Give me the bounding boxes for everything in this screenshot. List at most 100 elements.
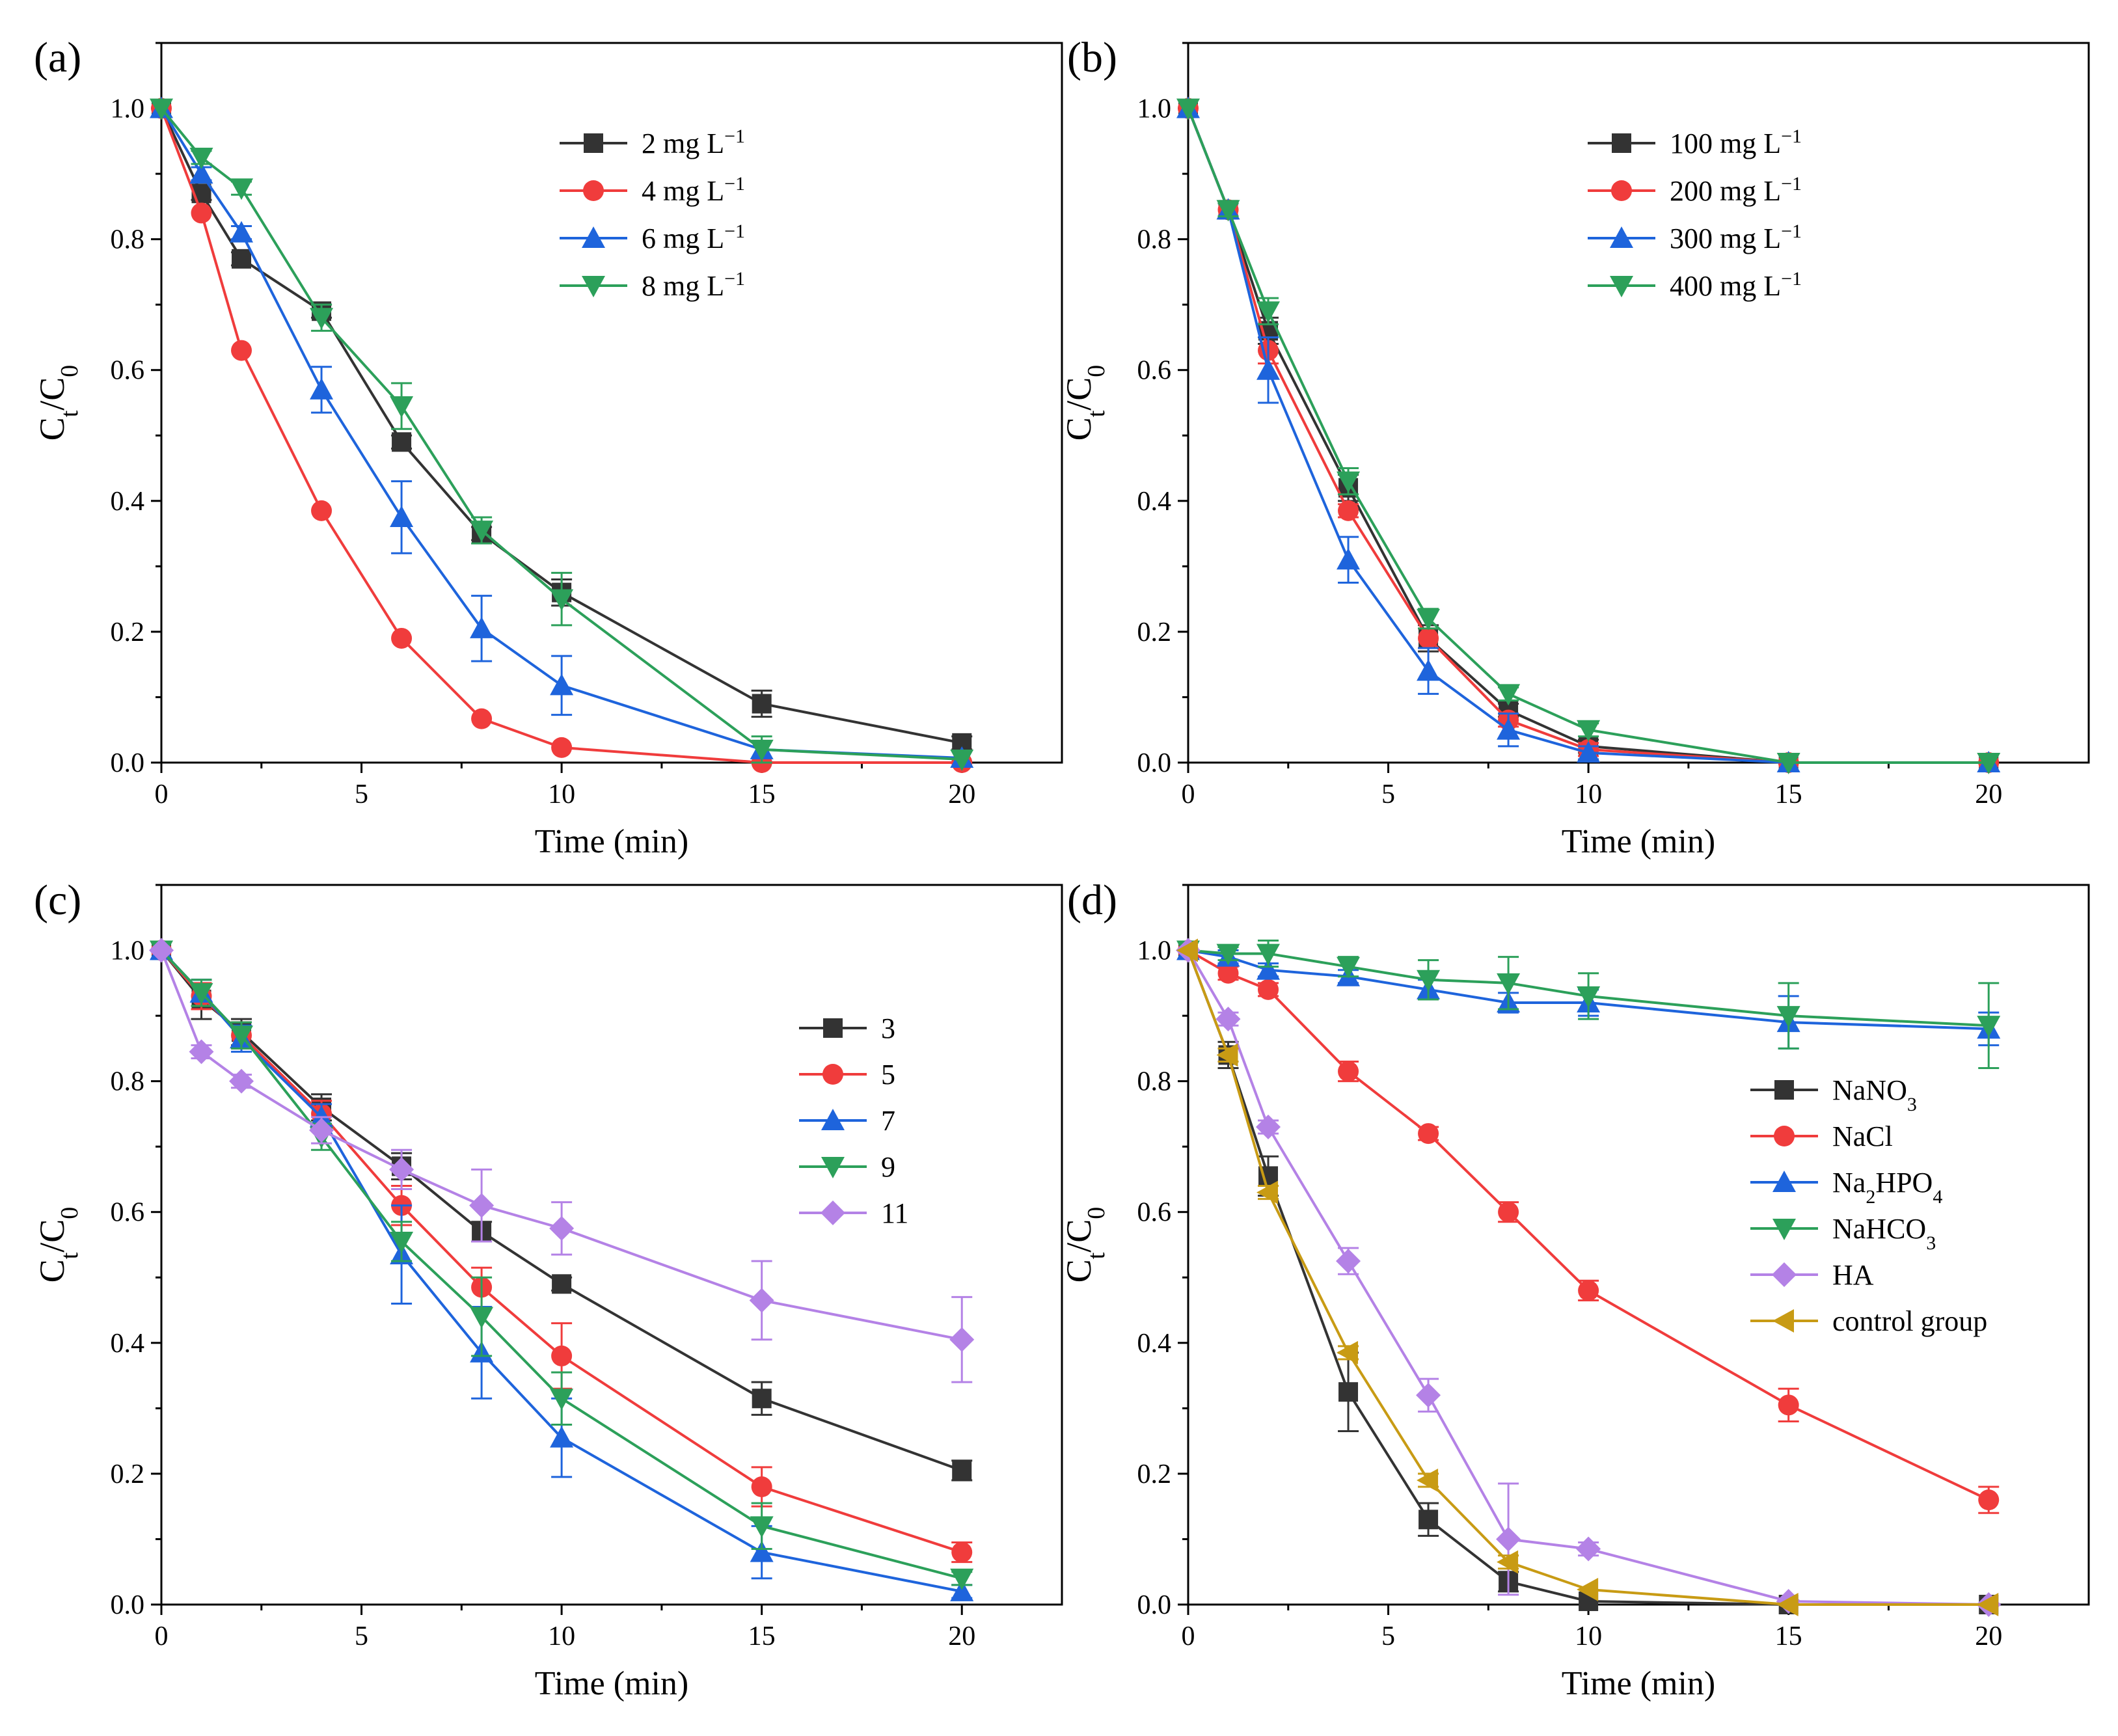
- y-tick-label: 0.4: [111, 487, 145, 517]
- legend-entry: 6 mg L−1: [560, 221, 745, 254]
- y-tick-label: 0.8: [111, 225, 145, 255]
- data-point: [1418, 627, 1439, 649]
- x-tick-label: 15: [1775, 780, 1802, 809]
- series-line: [160, 949, 962, 1580]
- x-tick-label: 5: [355, 1621, 368, 1651]
- plot-frame: [1187, 884, 2090, 1606]
- y-tick-label: 1.0: [111, 936, 145, 966]
- series-100-mg-l-0: [1178, 98, 1999, 772]
- legend-label: NaNO3: [1832, 1074, 1917, 1115]
- data-point: [1497, 684, 1521, 706]
- y-tick-label: 0.6: [111, 356, 145, 386]
- data-point: [1977, 1016, 2001, 1038]
- legend-label: 100 mg L−1: [1670, 126, 1802, 160]
- y-tick-label: 0.0: [111, 748, 145, 778]
- series-ha-4: [1176, 938, 2002, 1617]
- data-point: [230, 1025, 254, 1048]
- legend-marker: [821, 1109, 845, 1130]
- data-point: [1337, 956, 1361, 979]
- data-point: [951, 1541, 973, 1563]
- data-point: [470, 616, 494, 638]
- data-point: [1176, 938, 1198, 962]
- data-point: [471, 708, 493, 729]
- series-line: [160, 949, 962, 1593]
- data-point: [1578, 1280, 1599, 1301]
- legend-entry: NaCl: [1750, 1120, 1893, 1152]
- series-8-mg-l-3: [150, 98, 974, 771]
- data-point: [1216, 943, 1240, 966]
- panel-b: (b) 0 5 10 15 20 0.0 0.2 0.4 0.6 0.8 1.0 Time (min) C…: [1059, 34, 2090, 860]
- data-point: [551, 1345, 573, 1366]
- x-tick-label: 15: [1775, 1621, 1802, 1651]
- data-point: [1577, 1577, 1599, 1601]
- y-tick-label: 0.4: [1137, 1329, 1172, 1359]
- data-point: [1338, 1061, 1359, 1082]
- x-tick-label: 0: [155, 780, 169, 809]
- data-point: [1778, 1394, 1799, 1416]
- data-point: [1776, 753, 1800, 774]
- data-point: [1336, 1249, 1361, 1274]
- data-point: [1977, 1593, 1999, 1616]
- x-tick-label: 15: [748, 1621, 776, 1651]
- data-point: [1497, 718, 1521, 740]
- y-tick-label: 0.6: [111, 1198, 145, 1228]
- data-point: [1217, 962, 1239, 984]
- data-point: [1256, 1180, 1279, 1204]
- data-point: [1256, 358, 1281, 380]
- legend-marker: [822, 1064, 843, 1085]
- legend-entry: 200 mg L−1: [1588, 173, 1802, 207]
- data-point: [1576, 1536, 1601, 1562]
- series-400-mg-l-3: [1176, 98, 2001, 774]
- legend-marker: [1772, 1219, 1796, 1240]
- legend-label: 5: [881, 1059, 895, 1091]
- data-point: [550, 589, 574, 611]
- y-axis-label: Ct/C0: [1059, 365, 1110, 441]
- y-tick-label: 0.0: [1137, 748, 1172, 778]
- data-point: [1416, 1383, 1441, 1408]
- legend-entry: 11: [799, 1197, 908, 1229]
- legend-entry: 5: [799, 1059, 895, 1091]
- panel-d: (d) 0 5 10 15 20 0.0 0.2 0.4 0.6 0.8 1.0 Time (min) C…: [1059, 876, 2090, 1702]
- legend-entry: 300 mg L−1: [1588, 221, 1802, 254]
- legend-marker: [1772, 1262, 1797, 1287]
- data-point: [1577, 720, 1601, 742]
- legend-label: NaCl: [1832, 1120, 1893, 1152]
- legend-label: 400 mg L−1: [1670, 268, 1802, 303]
- data-point: [752, 1389, 772, 1409]
- data-point: [950, 1568, 974, 1590]
- data-point: [470, 521, 494, 543]
- legend-label: Na2HPO4: [1832, 1167, 1942, 1208]
- legend-entry: control group: [1750, 1305, 1987, 1337]
- data-point: [752, 694, 772, 714]
- x-tick-label: 0: [155, 1621, 169, 1651]
- data-point: [149, 938, 174, 963]
- data-point: [950, 749, 974, 771]
- data-point: [391, 627, 413, 649]
- series-nacl-1: [1178, 940, 2000, 1514]
- data-point: [311, 500, 333, 521]
- data-point: [750, 1540, 774, 1562]
- y-tick-label: 1.0: [1137, 94, 1172, 124]
- legend-label: 8 mg L−1: [642, 268, 745, 303]
- series-300-mg-l-2: [1176, 96, 2001, 772]
- data-point: [1417, 1468, 1439, 1492]
- data-point: [1776, 1593, 1799, 1616]
- data-point: [549, 1215, 575, 1241]
- data-point: [1577, 986, 1601, 1008]
- series-nano-0: [1178, 940, 1999, 1614]
- x-axis-label: Time (min): [1562, 1665, 1715, 1702]
- x-tick-label: 5: [355, 780, 368, 809]
- y-tick-label: 0.2: [111, 1459, 145, 1489]
- legend-label: 7: [881, 1105, 895, 1137]
- legend-entry: NaHCO3: [1750, 1213, 1936, 1254]
- data-point: [1256, 958, 1281, 980]
- data-point: [550, 673, 574, 696]
- legend-marker: [823, 1018, 843, 1038]
- y-tick-label: 0.0: [111, 1590, 145, 1620]
- data-point: [1216, 1043, 1238, 1067]
- x-tick-label: 20: [948, 1621, 975, 1651]
- y-tick-label: 0.2: [1137, 1459, 1172, 1489]
- data-point: [150, 98, 173, 120]
- legend-marker: [1772, 1171, 1796, 1192]
